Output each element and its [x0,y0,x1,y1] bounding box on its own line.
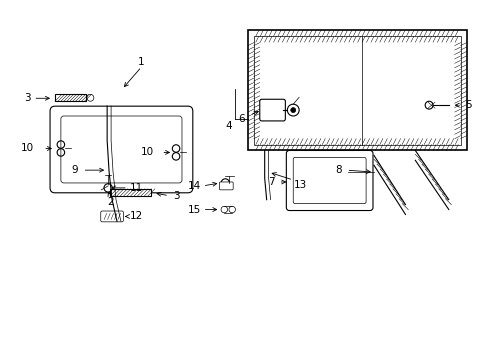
Text: 12: 12 [129,211,143,221]
Text: 5: 5 [464,100,471,110]
FancyBboxPatch shape [101,211,123,222]
Text: 14: 14 [187,181,200,191]
FancyBboxPatch shape [286,150,372,211]
FancyBboxPatch shape [247,30,466,150]
Text: 11: 11 [129,183,143,193]
FancyBboxPatch shape [61,116,182,183]
Text: 10: 10 [21,144,34,153]
FancyBboxPatch shape [253,36,460,145]
FancyBboxPatch shape [219,182,233,190]
Text: 3: 3 [172,191,179,201]
FancyBboxPatch shape [50,106,192,193]
Text: 10: 10 [141,148,154,157]
Text: 9: 9 [71,165,78,175]
Text: 8: 8 [335,165,341,175]
Text: 4: 4 [224,121,231,131]
Text: 7: 7 [268,177,274,187]
Bar [110,189,151,196]
Text: 6: 6 [238,114,245,124]
Text: 2: 2 [106,197,113,207]
Text: 3: 3 [24,93,31,103]
Text: 1: 1 [138,57,144,67]
FancyBboxPatch shape [259,99,285,121]
Circle shape [290,108,295,113]
Text: 13: 13 [294,180,307,190]
FancyBboxPatch shape [293,157,366,204]
Bar [55,94,86,101]
Text: 15: 15 [187,204,200,215]
